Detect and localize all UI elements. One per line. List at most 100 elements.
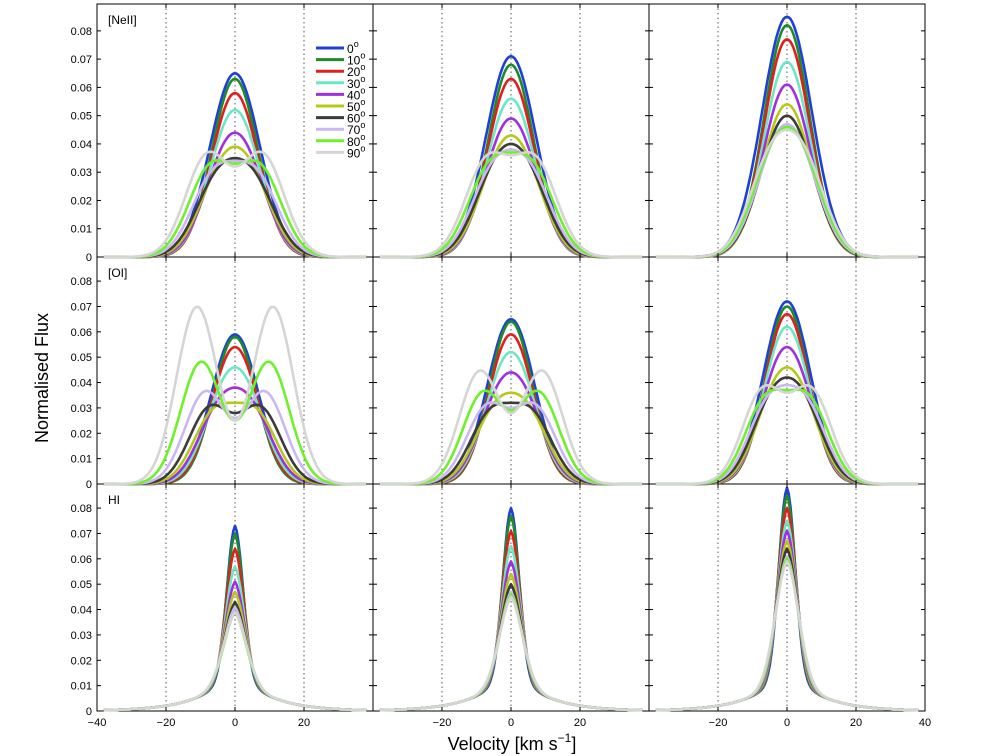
panel-curves-r3-c1 bbox=[103, 524, 367, 712]
y-tick-label: 0.06 bbox=[71, 327, 92, 339]
y-axis-label: Normalised Flux bbox=[32, 313, 52, 443]
y-tick-label: 0.03 bbox=[71, 630, 92, 642]
x-tick-label: 20 bbox=[850, 717, 862, 729]
panel-curves-r1-c1 bbox=[103, 72, 367, 259]
row-label: HI bbox=[108, 493, 120, 507]
legend-degree-sup: o bbox=[360, 120, 365, 130]
curve-90deg bbox=[103, 610, 367, 712]
panel-curves-r1-c3 bbox=[655, 15, 919, 259]
legend-degree-sup: o bbox=[360, 85, 365, 95]
y-tick-label: 0.04 bbox=[71, 139, 92, 151]
y-tick-label: 0.04 bbox=[71, 605, 92, 617]
reference-lines bbox=[165, 4, 857, 711]
curve-90deg bbox=[379, 595, 643, 712]
panel-curves-r2-c1 bbox=[103, 305, 367, 486]
y-tick-label: 0.01 bbox=[71, 681, 92, 693]
curve-80deg bbox=[379, 151, 643, 259]
x-axis-label-main: Velocity [km s bbox=[448, 734, 558, 754]
y-tick-label: 0 bbox=[86, 479, 92, 491]
axis-ticks: 0 0.01 0.02 0.03 0.04 0.05 0.06 0.07 0.08 0 0.01 0.… bbox=[71, 4, 931, 729]
curve-60deg bbox=[103, 403, 367, 486]
curve-90deg bbox=[379, 150, 643, 259]
y-tick-label: 0.07 bbox=[71, 54, 92, 66]
y-tick-label: 0.02 bbox=[71, 655, 92, 667]
y-tick-label: 0.02 bbox=[71, 195, 92, 207]
y-tick-label: 0.07 bbox=[71, 301, 92, 313]
y-tick-label: 0.02 bbox=[71, 428, 92, 440]
y-tick-label: 0.08 bbox=[71, 503, 92, 515]
legend-degree-sup: o bbox=[360, 74, 365, 84]
curve-90deg bbox=[655, 128, 919, 259]
curve-90deg bbox=[103, 150, 367, 259]
y-tick-label: 0.08 bbox=[71, 26, 92, 38]
row-label: [OI] bbox=[108, 266, 127, 280]
curve-70deg bbox=[103, 389, 367, 486]
curve-60deg bbox=[379, 142, 643, 259]
x-axis-label-close: ] bbox=[571, 734, 576, 754]
panel-curves-r3-c3 bbox=[655, 486, 919, 712]
curve-80deg bbox=[103, 610, 367, 712]
curve-90deg bbox=[379, 369, 643, 486]
y-tick-label: 0 bbox=[86, 252, 92, 264]
curve-80deg bbox=[103, 360, 367, 486]
panel-curves-r1-c2 bbox=[379, 54, 643, 259]
y-tick-label: 0.05 bbox=[71, 579, 92, 591]
curve-90deg bbox=[103, 305, 367, 486]
x-tick-label: 40 bbox=[919, 717, 931, 729]
curve-60deg bbox=[655, 114, 919, 259]
curve-20deg bbox=[655, 312, 919, 486]
curve-70deg bbox=[103, 605, 367, 712]
panel-curves-r3-c2 bbox=[379, 506, 643, 712]
y-tick-label: 0.01 bbox=[71, 224, 92, 236]
legend-degree-sup: o bbox=[360, 51, 365, 61]
curve-10deg bbox=[379, 63, 643, 259]
legend-degree-sup: o bbox=[360, 143, 365, 153]
y-tick-label: 0.03 bbox=[71, 403, 92, 415]
curve-80deg bbox=[655, 125, 919, 259]
y-tick-label: 0.07 bbox=[71, 528, 92, 540]
curve-90deg bbox=[655, 560, 919, 712]
x-tick-label: −20 bbox=[433, 717, 452, 729]
curve-90deg bbox=[655, 383, 919, 486]
legend-degree-sup: o bbox=[360, 97, 365, 107]
legend-degree-sup: o bbox=[360, 62, 365, 72]
x-axis-label-exponent: −1 bbox=[558, 731, 572, 745]
profile-curves bbox=[103, 15, 919, 712]
row-label: [NeII] bbox=[108, 13, 137, 27]
curve-10deg bbox=[655, 23, 919, 259]
y-tick-label: 0.05 bbox=[71, 111, 92, 123]
y-tick-label: 0.08 bbox=[71, 276, 92, 288]
y-tick-label: 0.04 bbox=[71, 378, 92, 390]
panel-curves-r2-c2 bbox=[379, 317, 643, 486]
legend-label-90: 90o bbox=[347, 143, 365, 160]
x-tick-label: −20 bbox=[157, 717, 176, 729]
legend-label-0: 0o bbox=[347, 39, 359, 56]
x-tick-label: −40 bbox=[88, 717, 107, 729]
panel-labels: [NeII] [OI] HI bbox=[108, 13, 137, 507]
curve-30deg bbox=[103, 365, 367, 486]
legend-degree-sup: o bbox=[360, 132, 365, 142]
panel-curves-r2-c3 bbox=[655, 300, 919, 486]
x-tick-label: −20 bbox=[709, 717, 728, 729]
x-tick-label: 20 bbox=[298, 717, 310, 729]
x-tick-label: 20 bbox=[574, 717, 586, 729]
x-tick-label: 0 bbox=[784, 717, 790, 729]
x-tick-label: 0 bbox=[508, 717, 514, 729]
y-tick-label: 0.03 bbox=[71, 167, 92, 179]
curve-10deg bbox=[103, 532, 367, 712]
y-tick-label: 0.06 bbox=[71, 554, 92, 566]
curve-10deg bbox=[655, 305, 919, 486]
x-tick-label: 0 bbox=[232, 717, 238, 729]
legend-degree-sup: o bbox=[360, 109, 365, 119]
curve-80deg bbox=[103, 159, 367, 259]
y-tick-label: 0.05 bbox=[71, 352, 92, 364]
legend-degree-sup: o bbox=[354, 39, 359, 49]
curve-30deg bbox=[655, 60, 919, 259]
y-tick-label: 0.01 bbox=[71, 454, 92, 466]
x-axis-label: Velocity [km s−1] bbox=[448, 731, 577, 754]
y-tick-label: 0.06 bbox=[71, 82, 92, 94]
curve-80deg bbox=[379, 592, 643, 712]
y-tick-label: 0 bbox=[86, 706, 92, 718]
